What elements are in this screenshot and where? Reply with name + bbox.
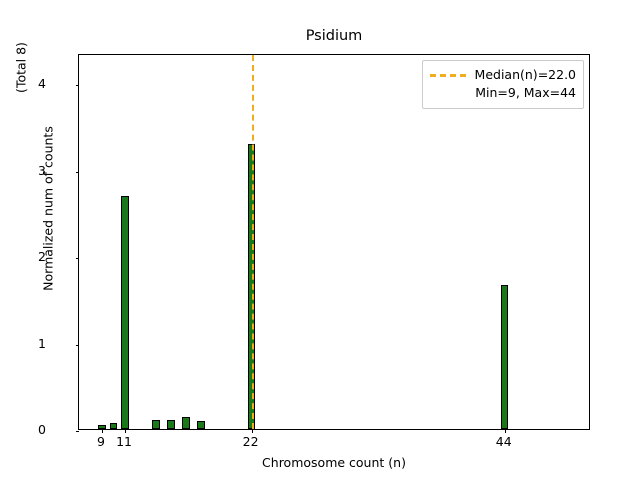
x-tick-mark: [504, 429, 506, 433]
bar: [152, 420, 160, 429]
legend-label-median: Median(n)=22.0: [474, 66, 576, 82]
legend-entry-minmax: Min=9, Max=44: [430, 84, 576, 102]
y-tick-mark: [75, 431, 79, 432]
x-tick-mark: [251, 429, 253, 433]
x-tick-mark: [125, 429, 127, 433]
legend-box: Median(n)=22.0 Min=9, Max=44: [421, 60, 584, 109]
y-tick-label: 3: [38, 162, 46, 178]
plot-inner: [79, 55, 589, 429]
y-tick-label: 0: [38, 422, 46, 437]
x-tick-mark: [102, 429, 103, 433]
chart-title: Psidium: [305, 28, 363, 44]
bar: [109, 422, 118, 429]
x-tick-label: 22: [242, 434, 259, 449]
y-tick-mark: [75, 171, 79, 173]
bar: [182, 416, 190, 429]
y-axis-label-secondary: (Total 8): [13, 42, 29, 93]
legend-dashed-line-icon: [429, 73, 466, 77]
y-tick-label: 2: [38, 249, 46, 265]
y-tick-label: 4: [38, 76, 46, 92]
plot-area: Median(n)=22.0 Min=9, Max=44: [75, 54, 590, 433]
x-tick-label: 9: [97, 434, 105, 449]
y-tick-mark: [75, 344, 79, 346]
bar: [121, 195, 129, 429]
legend-label-minmax: Min=9, Max=44: [475, 84, 576, 100]
x-tick-label: 44: [495, 434, 512, 449]
y-tick-mark: [75, 85, 79, 87]
bar: [247, 143, 256, 429]
x-axis-label: Chromosome count (n): [262, 455, 406, 470]
y-tick-mark: [75, 258, 79, 260]
y-tick-label: 1: [38, 335, 46, 351]
legend-entry-median: Median(n)=22.0: [429, 66, 576, 84]
x-tick-label: 11: [116, 434, 132, 449]
bar: [197, 421, 205, 429]
median-vertical-line: [251, 55, 254, 429]
bar: [98, 424, 106, 429]
bar: [500, 284, 509, 429]
bar: [167, 419, 175, 429]
